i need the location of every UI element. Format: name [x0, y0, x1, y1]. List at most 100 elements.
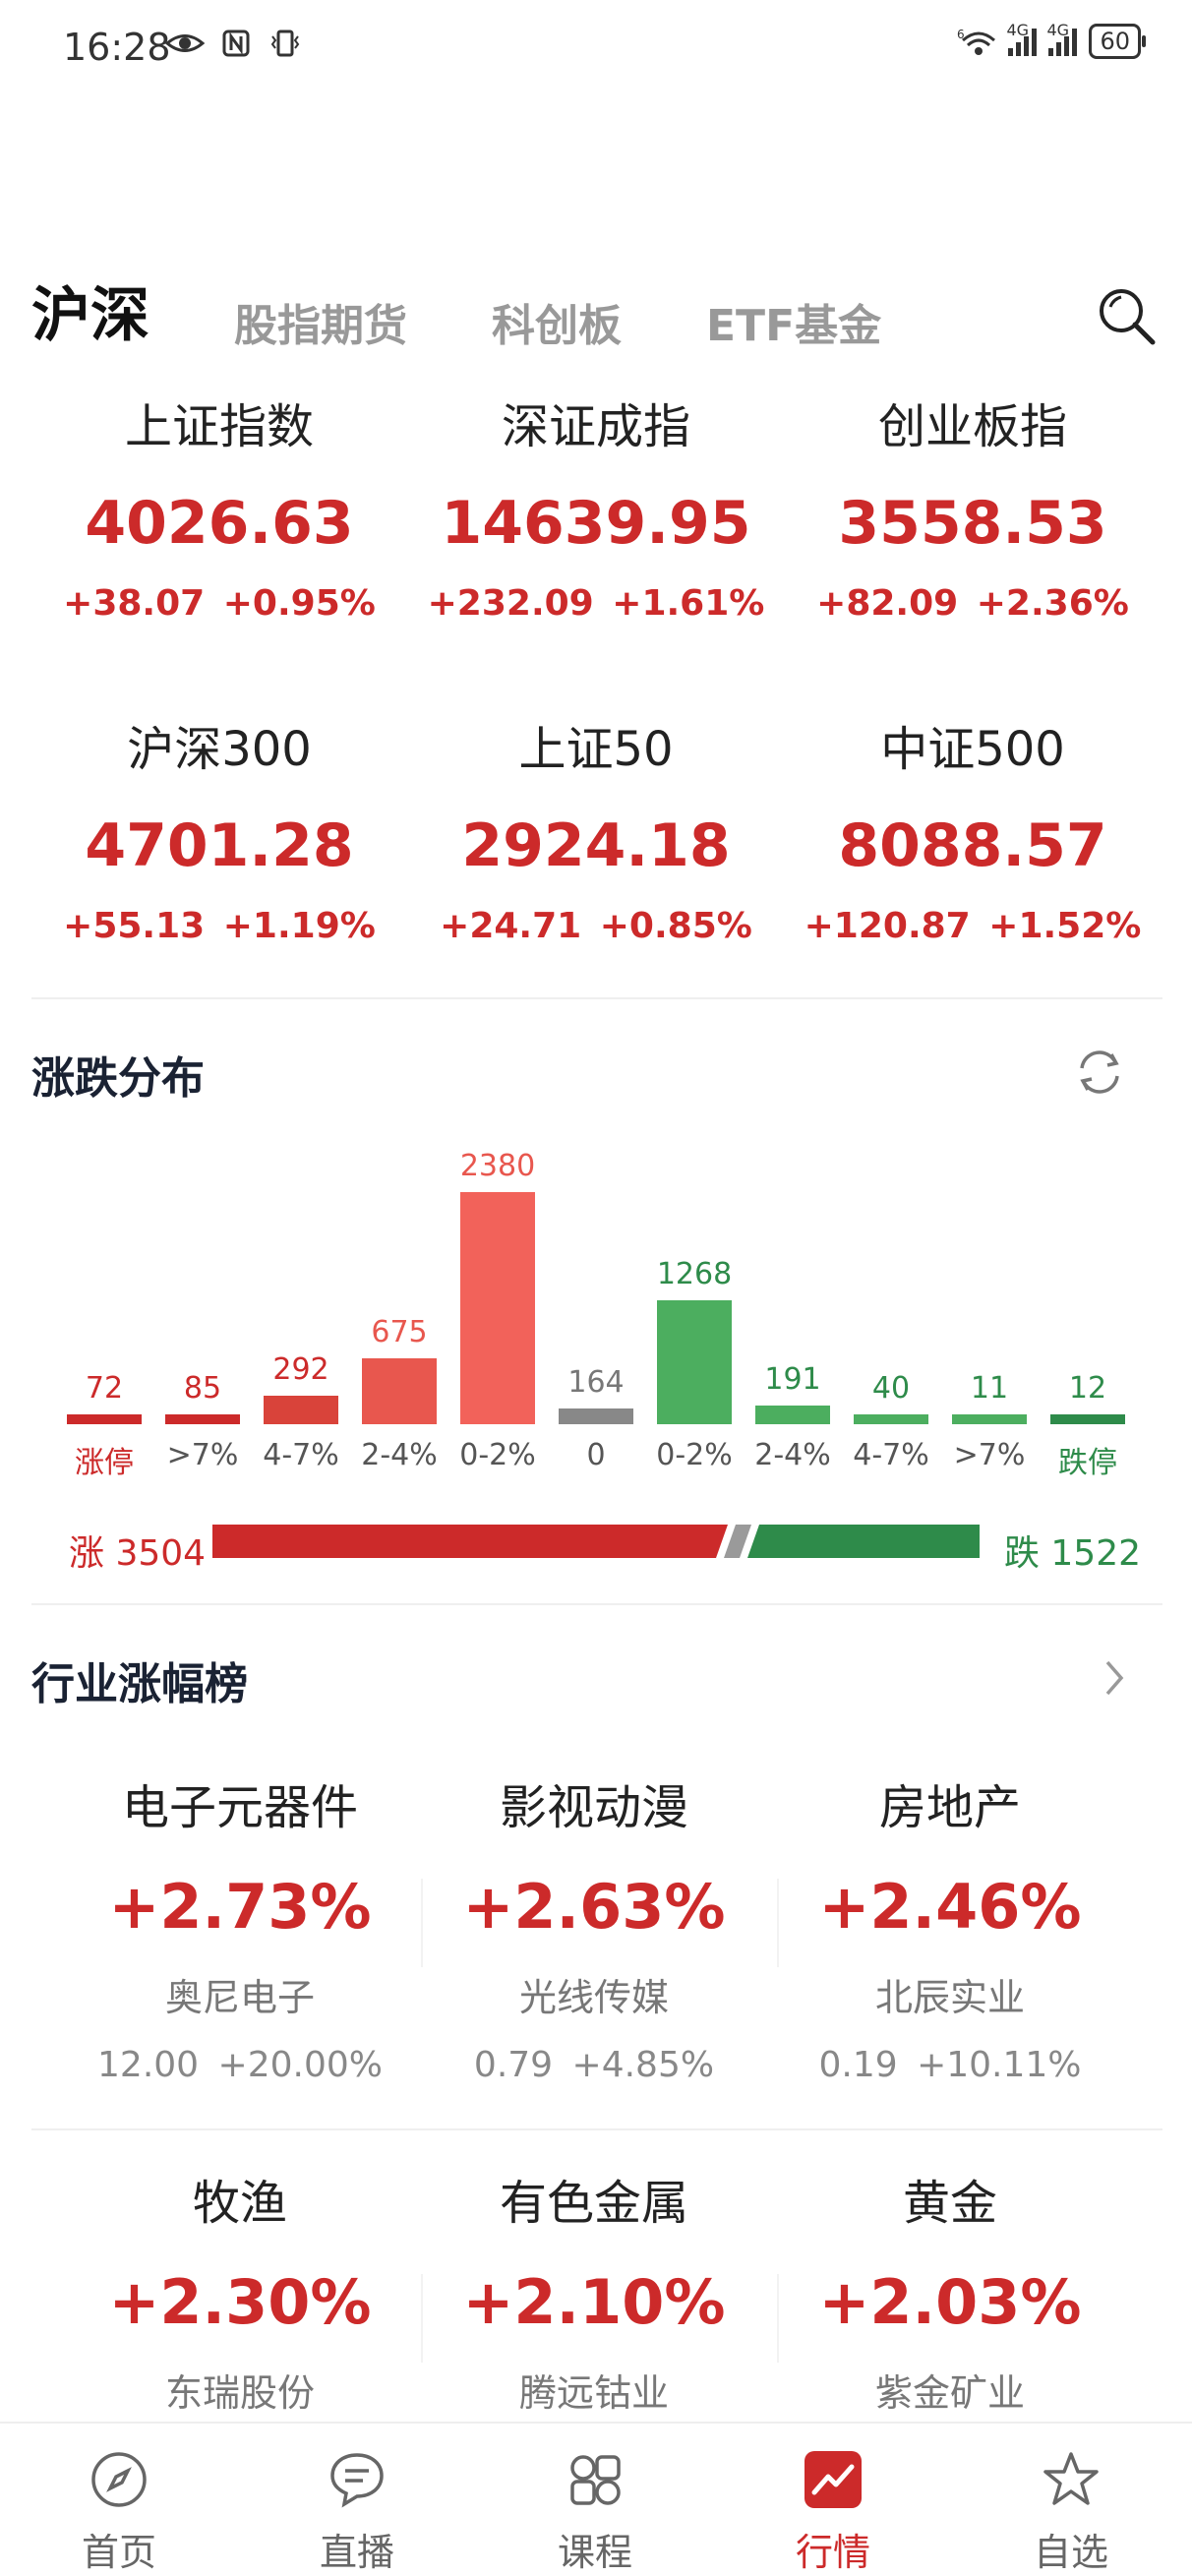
bar-category-label: 0 — [586, 1438, 606, 1472]
lead-stock-name: 光线传媒 — [518, 1976, 669, 2019]
index-value: 4701.28 — [85, 811, 354, 880]
lead-stock-stats: 0.79 +4.85% — [473, 2045, 715, 2085]
bottom-nav: 首页 直播 课程 行情 自选 — [0, 2422, 1192, 2575]
bar-value-label: 12 — [1068, 1371, 1107, 1406]
chevron-right-icon[interactable] — [1102, 1656, 1129, 1700]
index-name: 沪深300 — [127, 722, 312, 777]
ratio-up-segment — [212, 1525, 728, 1558]
industry-name: 房地产 — [878, 1780, 1021, 1835]
grid-icon — [570, 2455, 621, 2505]
industry-pct: +2.03% — [818, 2266, 1082, 2338]
industry-pct: +2.30% — [108, 2266, 372, 2338]
industry-title: 行业涨幅榜 — [31, 1659, 248, 1709]
industry-pct: +2.10% — [462, 2266, 726, 2338]
star-icon — [1043, 2452, 1099, 2505]
lead-stock-name: 奥尼电子 — [164, 1976, 315, 2019]
index-change: +232.09 +1.61% — [427, 583, 765, 624]
down-count-label: 跌 1522 — [1003, 1533, 1141, 1574]
distribution-bar — [67, 1414, 142, 1424]
index-name: 上证指数 — [124, 399, 314, 454]
tab-etf-fund[interactable]: ETF基金 — [706, 301, 882, 351]
bar-category-label: 0-2% — [459, 1438, 536, 1472]
industry-card[interactable]: 有色金属 +2.10% 腾远钴业 — [417, 2174, 771, 2416]
bar-value-label: 675 — [371, 1315, 428, 1349]
bar-category-label: 2-4% — [361, 1438, 438, 1472]
distribution-bar — [657, 1300, 732, 1424]
nav-label: 行情 — [795, 2531, 870, 2574]
battery-indicator: 60 — [1089, 24, 1146, 59]
index-card-hs300[interactable]: 沪深300 4701.28 +55.13 +1.19% — [28, 720, 411, 948]
index-card-sh[interactable]: 上证指数 4026.63 +38.07 +0.95% — [28, 397, 411, 626]
index-value: 3558.53 — [838, 489, 1107, 558]
index-name: 深证成指 — [501, 399, 690, 454]
distribution-bar — [165, 1414, 240, 1424]
industry-card[interactable]: 影视动漫 +2.63% 光线传媒 0.79 +4.85% — [417, 1778, 771, 2087]
industry-card[interactable]: 牧渔 +2.30% 东瑞股份 — [63, 2174, 417, 2416]
distribution-bar — [460, 1192, 535, 1424]
divider — [31, 1603, 1162, 1605]
market-tabs: 沪深 股指期货 科创板 ETF基金 — [31, 268, 966, 353]
industry-card[interactable]: 电子元器件 +2.73% 奥尼电子 12.00 +20.00% — [63, 1778, 417, 2087]
industry-card[interactable]: 黄金 +2.03% 紫金矿业 — [773, 2174, 1127, 2416]
bar-category-label: >7% — [953, 1438, 1026, 1472]
index-card-sz50[interactable]: 上证50 2924.18 +24.71 +0.85% — [404, 720, 788, 948]
bar-category-label: 4-7% — [263, 1438, 339, 1472]
status-right: 6 4G 4G 60 — [957, 21, 1146, 59]
bar-value-label: 164 — [567, 1365, 625, 1400]
bar-value-label: 1268 — [656, 1257, 733, 1291]
lead-stock-name: 北辰实业 — [874, 1976, 1025, 2019]
bar-value-label: 292 — [272, 1352, 329, 1387]
industry-card[interactable]: 房地产 +2.46% 北辰实业 0.19 +10.11% — [773, 1778, 1127, 2087]
nav-label: 自选 — [1033, 2531, 1108, 2574]
index-card-zz500[interactable]: 中证500 8088.57 +120.87 +1.52% — [781, 720, 1164, 948]
lead-stock-name: 东瑞股份 — [164, 2371, 315, 2415]
distribution-bar — [362, 1358, 437, 1424]
bar-category-label: 4-7% — [853, 1438, 929, 1472]
wifi-badge: 6 — [957, 28, 965, 41]
industry-name: 有色金属 — [499, 2176, 688, 2231]
nav-label: 课程 — [557, 2531, 632, 2574]
index-change: +38.07 +0.95% — [63, 583, 376, 624]
tab-hushen[interactable]: 沪深 — [31, 281, 149, 350]
search-icon[interactable] — [1094, 283, 1159, 348]
tab-star-market[interactable]: 科创板 — [492, 301, 622, 351]
up-down-ratio-bar — [212, 1525, 980, 1558]
distribution-bar — [1050, 1414, 1125, 1424]
divider — [421, 2274, 423, 2363]
index-change: +55.13 +1.19% — [63, 906, 376, 946]
index-value: 8088.57 — [838, 811, 1107, 880]
bar-value-label: 11 — [970, 1371, 1009, 1406]
divider — [421, 1879, 423, 1967]
index-card-sz[interactable]: 深证成指 14639.95 +232.09 +1.61% — [404, 397, 788, 626]
divider — [31, 997, 1162, 999]
trend-chart-icon — [805, 2451, 862, 2508]
tab-index-futures[interactable]: 股指期货 — [234, 301, 407, 351]
up-count-label: 涨 3504 — [69, 1533, 207, 1574]
index-change: +24.71 +0.85% — [440, 906, 752, 946]
bar-value-label: 85 — [183, 1371, 222, 1406]
refresh-icon[interactable] — [1072, 1045, 1127, 1100]
distribution-bar — [952, 1414, 1027, 1424]
index-card-cyb[interactable]: 创业板指 3558.53 +82.09 +2.36% — [781, 397, 1164, 626]
lead-stock-stats: 12.00 +20.00% — [97, 2045, 383, 2085]
index-change: +82.09 +2.36% — [816, 583, 1129, 624]
signal-sim2-icon: 4G — [1046, 21, 1078, 56]
status-time: 16:28 — [63, 26, 171, 69]
ratio-gap-mark — [724, 1525, 751, 1558]
industry-name: 电子元器件 — [121, 1780, 358, 1835]
distribution-title: 涨跌分布 — [31, 1053, 205, 1104]
vibrate-icon — [270, 30, 299, 57]
lead-stock-stats: 0.19 +10.11% — [818, 2045, 1082, 2085]
divider — [31, 2128, 1162, 2130]
wifi-icon: 6 — [957, 28, 996, 55]
bar-category-label: 0-2% — [656, 1438, 733, 1472]
distribution-bar — [854, 1414, 928, 1424]
divider — [777, 1879, 779, 1967]
nav-label: 首页 — [81, 2531, 156, 2574]
industry-name: 影视动漫 — [499, 1780, 688, 1835]
distribution-chart: 72 涨停 85 >7% 292 4-7% 675 2-4% 2380 0-2% 164 0 1268 0… — [0, 1121, 1192, 1534]
index-value: 4026.63 — [85, 489, 354, 558]
index-name: 中证500 — [880, 722, 1065, 777]
bar-category-label: >7% — [166, 1438, 239, 1472]
divider — [777, 2274, 779, 2363]
